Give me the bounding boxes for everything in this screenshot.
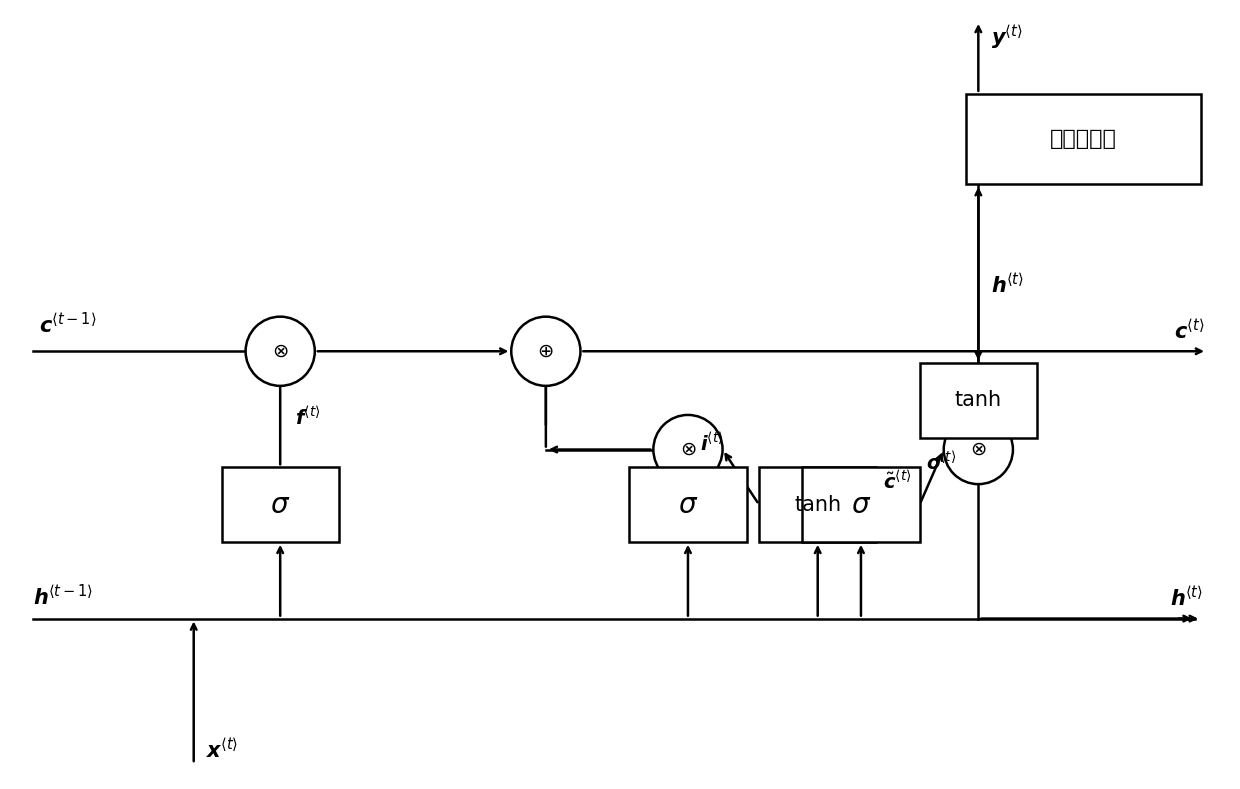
Text: $\boldsymbol{h}^{\langle t \rangle}$: $\boldsymbol{h}^{\langle t \rangle}$	[991, 274, 1023, 298]
Text: $\boldsymbol{y}^{\langle t \rangle}$: $\boldsymbol{y}^{\langle t \rangle}$	[991, 24, 1022, 53]
Text: tanh: tanh	[794, 495, 841, 514]
Bar	[222, 467, 339, 542]
Text: $\sigma$: $\sigma$	[851, 491, 870, 518]
Text: $\boldsymbol{o}^{\langle t \rangle}$: $\boldsymbol{o}^{\langle t \rangle}$	[926, 451, 956, 473]
Text: $\tilde{\boldsymbol{c}}^{\langle t \rangle}$: $\tilde{\boldsymbol{c}}^{\langle t \rang…	[883, 470, 911, 493]
Circle shape	[944, 415, 1013, 484]
Text: $\sigma$: $\sigma$	[678, 491, 698, 518]
Text: $\boldsymbol{i}^{\langle t \rangle}$: $\boldsymbol{i}^{\langle t \rangle}$	[701, 432, 724, 454]
Text: $\boldsymbol{h}^{\langle t \rangle}$: $\boldsymbol{h}^{\langle t \rangle}$	[1169, 586, 1203, 611]
Text: 线性回归层: 线性回归层	[1050, 129, 1117, 149]
Text: tanh: tanh	[955, 391, 1002, 410]
Text: $\boldsymbol{c}^{\langle t-1 \rangle}$: $\boldsymbol{c}^{\langle t-1 \rangle}$	[40, 312, 97, 337]
Text: $\boldsymbol{f}^{\langle t \rangle}$: $\boldsymbol{f}^{\langle t \rangle}$	[295, 406, 320, 428]
Bar	[966, 94, 1200, 184]
Bar	[759, 467, 877, 542]
Text: $\boldsymbol{c}^{\langle t \rangle}$: $\boldsymbol{c}^{\langle t \rangle}$	[1173, 320, 1204, 343]
Circle shape	[653, 415, 723, 484]
Bar	[802, 467, 920, 542]
Text: $\boldsymbol{x}^{\langle t \rangle}$: $\boldsymbol{x}^{\langle t \rangle}$	[206, 739, 238, 762]
Text: $\boldsymbol{h}^{\langle t-1 \rangle}$: $\boldsymbol{h}^{\langle t-1 \rangle}$	[33, 584, 93, 609]
Circle shape	[246, 316, 315, 386]
Text: ⊕: ⊕	[538, 342, 554, 361]
Bar	[920, 363, 1037, 438]
Bar	[629, 467, 746, 542]
Text: ⊗: ⊗	[970, 440, 987, 459]
Text: ⊗: ⊗	[272, 342, 289, 361]
Text: ⊗: ⊗	[680, 440, 696, 459]
Circle shape	[511, 316, 580, 386]
Text: $\sigma$: $\sigma$	[270, 491, 290, 518]
